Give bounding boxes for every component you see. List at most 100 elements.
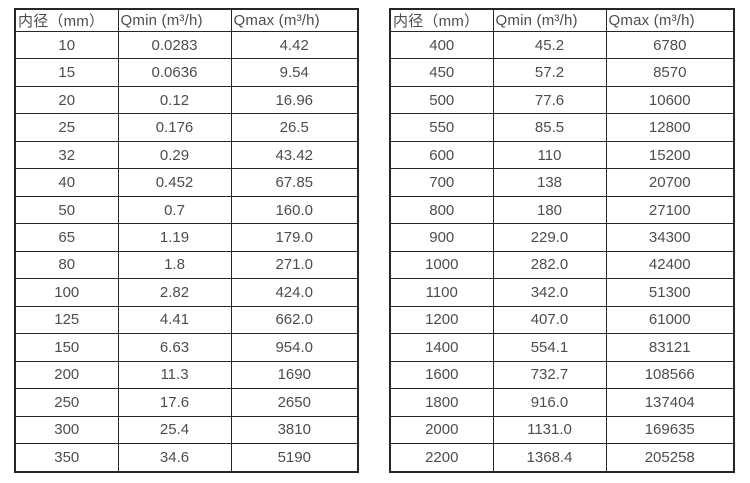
- table-row: 1800 916.0 137404: [389, 388, 735, 417]
- table-row: 1600 732.7 108566: [389, 360, 735, 390]
- table-cell: 0.29: [117, 140, 232, 170]
- table-cell: 65: [14, 223, 119, 252]
- table-row: 20 0.12 16.96: [14, 85, 359, 115]
- table-cell: 1.8: [117, 250, 232, 280]
- table-cell: 110: [492, 140, 607, 170]
- table-cell: 500: [389, 85, 494, 115]
- table-cell: 2000: [389, 415, 494, 445]
- table-cell: 732.7: [492, 360, 607, 390]
- table-cell: 1690: [230, 360, 359, 390]
- table-row: 25 0.176 26.5: [14, 113, 359, 142]
- table-row: 600 110 15200: [389, 140, 735, 170]
- table-cell: 15200: [605, 140, 735, 170]
- flow-range-table-small-diameter: 内径（mm） Qmin (m³/h) Qmax (m³/h) 10 0.0283 4.42…: [14, 8, 359, 473]
- table-cell: 1600: [389, 360, 494, 390]
- column-header: 内径（mm）: [14, 8, 119, 32]
- column-header: Qmin (m³/h): [117, 8, 232, 32]
- table-cell: 10600: [605, 85, 735, 115]
- table-cell: 954.0: [230, 333, 359, 362]
- table-cell: 1131.0: [492, 415, 607, 445]
- table-cell: 61000: [605, 305, 735, 335]
- table-cell: 25: [14, 113, 119, 142]
- table-row: 400 45.2 6780: [389, 30, 735, 60]
- table-cell: 42400: [605, 250, 735, 280]
- table-cell: 2.82: [117, 278, 232, 307]
- table-cell: 1800: [389, 388, 494, 417]
- table-cell: 0.7: [117, 195, 232, 225]
- table-cell: 50: [14, 195, 119, 225]
- table-cell: 32: [14, 140, 119, 170]
- table-row: 125 4.41 662.0: [14, 305, 359, 335]
- table-cell: 550: [389, 113, 494, 142]
- table-cell: 1100: [389, 278, 494, 307]
- table-row: 700 138 20700: [389, 168, 735, 197]
- table-cell: 180: [492, 195, 607, 225]
- table-row: 32 0.29 43.42: [14, 140, 359, 170]
- column-header: Qmax (m³/h): [605, 8, 735, 32]
- table-cell: 108566: [605, 360, 735, 390]
- table-row: 150 6.63 954.0: [14, 333, 359, 362]
- table-row: 500 77.6 10600: [389, 85, 735, 115]
- table-row: 1100 342.0 51300: [389, 278, 735, 307]
- table-row: 1400 554.1 83121: [389, 333, 735, 362]
- table-cell: 0.0283: [117, 30, 232, 60]
- table-cell: 67.85: [230, 168, 359, 197]
- column-header: Qmax (m³/h): [230, 8, 359, 32]
- table-cell: 350: [14, 443, 119, 473]
- table-cell: 10: [14, 30, 119, 60]
- table-cell: 34.6: [117, 443, 232, 473]
- table-cell: 77.6: [492, 85, 607, 115]
- table-cell: 8570: [605, 58, 735, 87]
- table-cell: 6780: [605, 30, 735, 60]
- column-header: Qmin (m³/h): [492, 8, 607, 32]
- table-row: 550 85.5 12800: [389, 113, 735, 142]
- table-cell: 20: [14, 85, 119, 115]
- table-row: 65 1.19 179.0: [14, 223, 359, 252]
- table-row: 900 229.0 34300: [389, 223, 735, 252]
- table-cell: 11.3: [117, 360, 232, 390]
- table-cell: 40: [14, 168, 119, 197]
- table-row: 40 0.452 67.85: [14, 168, 359, 197]
- table-row: 50 0.7 160.0: [14, 195, 359, 225]
- table-cell: 4.41: [117, 305, 232, 335]
- table-cell: 20700: [605, 168, 735, 197]
- table-row: 200 11.3 1690: [14, 360, 359, 390]
- column-header: 内径（mm）: [389, 8, 494, 32]
- table-cell: 229.0: [492, 223, 607, 252]
- table-cell: 0.12: [117, 85, 232, 115]
- table-cell: 424.0: [230, 278, 359, 307]
- table-cell: 17.6: [117, 388, 232, 417]
- table-cell: 80: [14, 250, 119, 280]
- table-cell: 800: [389, 195, 494, 225]
- table-cell: 300: [14, 415, 119, 445]
- table-cell: 3810: [230, 415, 359, 445]
- flow-range-table-large-diameter: 内径（mm） Qmin (m³/h) Qmax (m³/h) 400 45.2 6780 4…: [389, 8, 735, 473]
- table-cell: 51300: [605, 278, 735, 307]
- table-cell: 0.176: [117, 113, 232, 142]
- table-cell: 43.42: [230, 140, 359, 170]
- table-cell: 9.54: [230, 58, 359, 87]
- table-row: 1200 407.0 61000: [389, 305, 735, 335]
- table-row: 100 2.82 424.0: [14, 278, 359, 307]
- table-row: 450 57.2 8570: [389, 58, 735, 87]
- table-row: 10 0.0283 4.42: [14, 30, 359, 60]
- table-cell: 100: [14, 278, 119, 307]
- table-cell: 160.0: [230, 195, 359, 225]
- table-cell: 1200: [389, 305, 494, 335]
- table-cell: 407.0: [492, 305, 607, 335]
- table-cell: 27100: [605, 195, 735, 225]
- table-cell: 282.0: [492, 250, 607, 280]
- table-cell: 1.19: [117, 223, 232, 252]
- table-row: 2000 1131.0 169635: [389, 415, 735, 445]
- table-cell: 4.42: [230, 30, 359, 60]
- table-cell: 450: [389, 58, 494, 87]
- table-cell: 916.0: [492, 388, 607, 417]
- table-cell: 26.5: [230, 113, 359, 142]
- table-cell: 169635: [605, 415, 735, 445]
- table-cell: 662.0: [230, 305, 359, 335]
- table-cell: 5190: [230, 443, 359, 473]
- table-cell: 250: [14, 388, 119, 417]
- header-row: 内径（mm） Qmin (m³/h) Qmax (m³/h): [14, 8, 359, 32]
- table-cell: 0.0636: [117, 58, 232, 87]
- table-cell: 34300: [605, 223, 735, 252]
